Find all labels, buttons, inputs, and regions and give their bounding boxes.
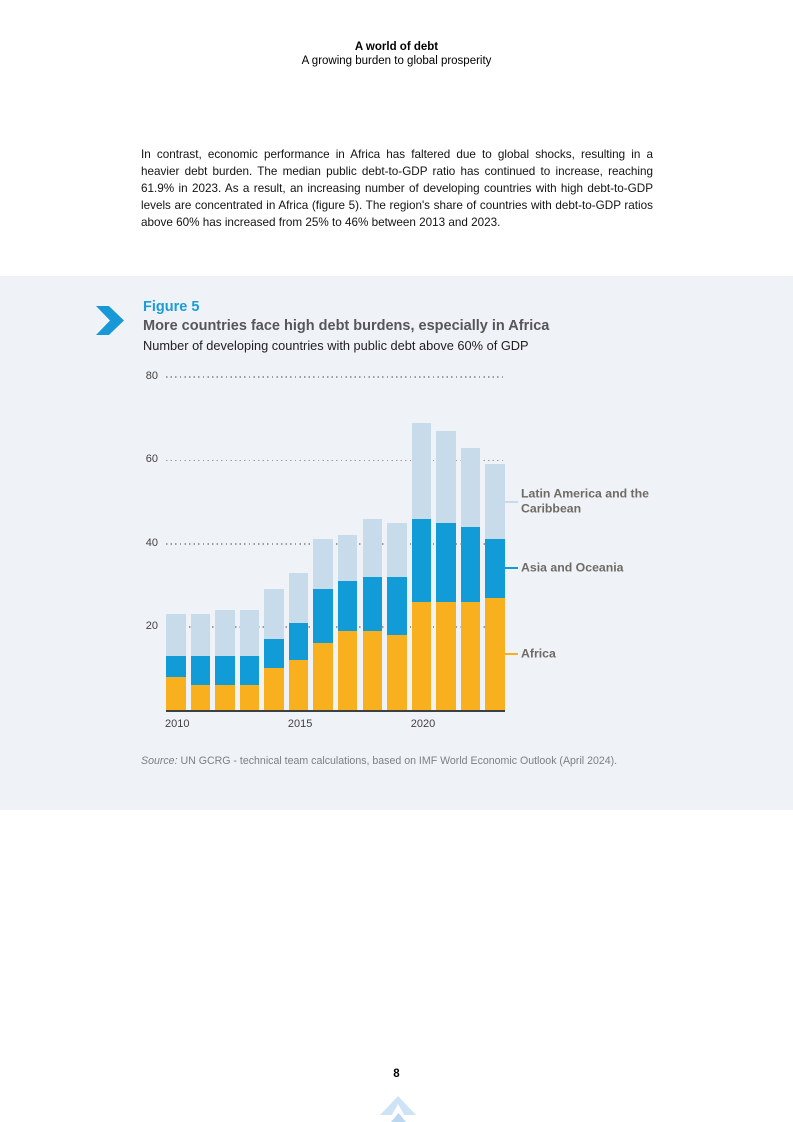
bar-segment-latin-america-and-the-caribbean <box>387 522 407 577</box>
bar-segment-africa <box>288 660 309 710</box>
y-tick-label-60: 60 <box>145 453 158 466</box>
bar-segment-africa <box>215 685 235 710</box>
bar-2017 <box>337 377 358 710</box>
figure-header: Figure 5 More countries face high debt b… <box>143 299 623 353</box>
bar-2019 <box>387 377 407 710</box>
bar-segment-latin-america-and-the-caribbean <box>215 610 235 656</box>
bar-segment-africa <box>460 601 481 710</box>
report-subtitle: A growing burden to global prosperity <box>301 55 492 67</box>
bar-segment-latin-america-and-the-caribbean <box>362 518 382 577</box>
bar-segment-asia-and-oceania <box>215 655 235 686</box>
figure5-section: Figure 5 More countries face high debt b… <box>0 276 793 810</box>
gridline-20 <box>166 626 505 628</box>
bar-2022 <box>460 377 481 710</box>
bar-segment-africa <box>337 630 358 710</box>
gridline-60 <box>166 459 505 462</box>
bar-segment-latin-america-and-the-caribbean <box>436 431 456 523</box>
bar-segment-africa <box>436 601 456 710</box>
bar-segment-africa <box>264 668 284 710</box>
bar-2012 <box>215 377 235 710</box>
x-tick-label-2015: 2015 <box>287 718 313 730</box>
bar-segment-asia-and-oceania <box>485 539 505 598</box>
bar-2015 <box>288 377 309 710</box>
bar-segment-africa <box>411 601 432 710</box>
bar-segment-latin-america-and-the-caribbean <box>485 464 505 540</box>
legend-label-asia-and-oceania: Asia and Oceania <box>521 560 624 575</box>
bar-segment-latin-america-and-the-caribbean <box>166 614 186 656</box>
bar-segment-latin-america-and-the-caribbean <box>239 610 260 656</box>
bar-2021 <box>436 377 456 710</box>
y-tick-label-80: 80 <box>145 370 158 382</box>
bar-2011 <box>190 377 211 710</box>
bar-segment-africa <box>166 676 186 710</box>
bar-segment-africa <box>387 635 407 710</box>
bar-2013 <box>239 377 260 710</box>
bar-segment-africa <box>239 685 260 710</box>
bar-segment-latin-america-and-the-caribbean <box>190 614 211 656</box>
source-label: Source: <box>141 755 178 767</box>
bar-2020 <box>411 377 432 710</box>
figure-subtitle: Number of developing countries with publ… <box>143 338 529 353</box>
source-note: Source: UN GCRG - technical team calcula… <box>141 755 617 767</box>
bar-segment-latin-america-and-the-caribbean <box>411 422 432 519</box>
bars-container <box>166 377 505 710</box>
report-title: A world of debt <box>354 41 439 53</box>
bar-segment-africa <box>313 643 333 710</box>
legend-line-africa <box>502 652 518 655</box>
running-head: A world of debt A growing burden to glob… <box>0 41 793 67</box>
gridline-40 <box>166 542 505 545</box>
bar-segment-africa <box>362 630 382 710</box>
figure-title: More countries face high debt burdens, e… <box>143 318 550 334</box>
bar-2023 <box>485 377 505 710</box>
stacked-bar-chart <box>166 376 505 712</box>
bar-segment-latin-america-and-the-caribbean <box>337 535 358 581</box>
bar-segment-asia-and-oceania <box>264 639 284 669</box>
intro-paragraph: In contrast, economic performance in Afr… <box>141 148 653 229</box>
bar-segment-latin-america-and-the-caribbean <box>264 589 284 640</box>
bar-segment-asia-and-oceania <box>362 576 382 631</box>
bar-segment-asia-and-oceania <box>239 655 260 686</box>
bar-segment-asia-and-oceania <box>436 522 456 602</box>
y-tick-label-20: 20 <box>145 619 158 632</box>
bar-segment-asia-and-oceania <box>337 580 358 631</box>
bar-segment-asia-and-oceania <box>313 589 333 644</box>
bar-segment-asia-and-oceania <box>190 655 211 686</box>
bar-segment-asia-and-oceania <box>387 576 407 636</box>
un-chevron-logo-icon <box>380 1096 416 1115</box>
bar-segment-latin-america-and-the-caribbean <box>460 447 481 527</box>
un-chevron-logo-triangle-icon <box>386 1113 411 1122</box>
bar-2016 <box>313 377 333 710</box>
bar-segment-asia-and-oceania <box>288 622 309 661</box>
bar-segment-asia-and-oceania <box>411 518 432 602</box>
page-number: 8 <box>393 1068 400 1080</box>
figure-number: Figure 5 <box>143 299 200 315</box>
bar-2014 <box>264 377 284 710</box>
bar-segment-asia-and-oceania <box>460 526 481 602</box>
legend-line-asia-and-oceania <box>502 567 518 570</box>
x-tick-label-2010: 2010 <box>165 718 190 730</box>
bar-segment-latin-america-and-the-caribbean <box>313 539 333 590</box>
bar-2010 <box>166 377 186 710</box>
bar-2018 <box>362 377 382 710</box>
gridline-80 <box>166 376 505 378</box>
bar-segment-africa <box>190 685 211 710</box>
y-tick-label-40: 40 <box>145 536 158 549</box>
legend-label-africa: Africa <box>521 646 556 661</box>
figure-arrow-icon <box>96 306 124 335</box>
legend-line-latin-america-and-the-caribbean <box>502 500 518 503</box>
source-text: UN GCRG - technical team calculations, b… <box>177 755 618 767</box>
bar-segment-asia-and-oceania <box>166 655 186 677</box>
x-tick-label-2020: 2020 <box>410 718 436 730</box>
bar-segment-africa <box>485 597 505 710</box>
legend-label-latin-america-and-the-caribbean: Latin America and the Caribbean <box>521 486 650 516</box>
bar-segment-latin-america-and-the-caribbean <box>288 572 309 623</box>
